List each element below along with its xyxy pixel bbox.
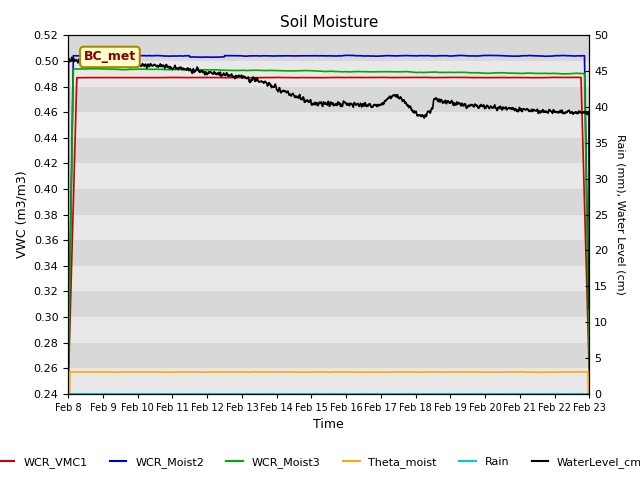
Text: BC_met: BC_met: [84, 50, 136, 63]
Bar: [68, 112, 589, 138]
Title: Soil Moisture: Soil Moisture: [280, 15, 378, 30]
Bar: [68, 61, 589, 86]
Bar: [68, 86, 589, 112]
Bar: [68, 368, 589, 394]
Bar: [68, 343, 589, 368]
Bar: [68, 291, 589, 317]
Y-axis label: VWC (m3/m3): VWC (m3/m3): [15, 171, 28, 258]
Y-axis label: Rain (mm), Water Level (cm): Rain (mm), Water Level (cm): [615, 134, 625, 295]
Legend: WCR_VMC1, WCR_Moist2, WCR_Moist3, Theta_moist, Rain, WaterLevel_cm: WCR_VMC1, WCR_Moist2, WCR_Moist3, Theta_…: [0, 452, 640, 472]
X-axis label: Time: Time: [314, 419, 344, 432]
Bar: [68, 189, 589, 215]
Bar: [68, 36, 589, 61]
Bar: [68, 138, 589, 163]
Bar: [68, 163, 589, 189]
Bar: [68, 240, 589, 266]
Bar: [68, 215, 589, 240]
Bar: [68, 317, 589, 343]
Bar: [68, 266, 589, 291]
